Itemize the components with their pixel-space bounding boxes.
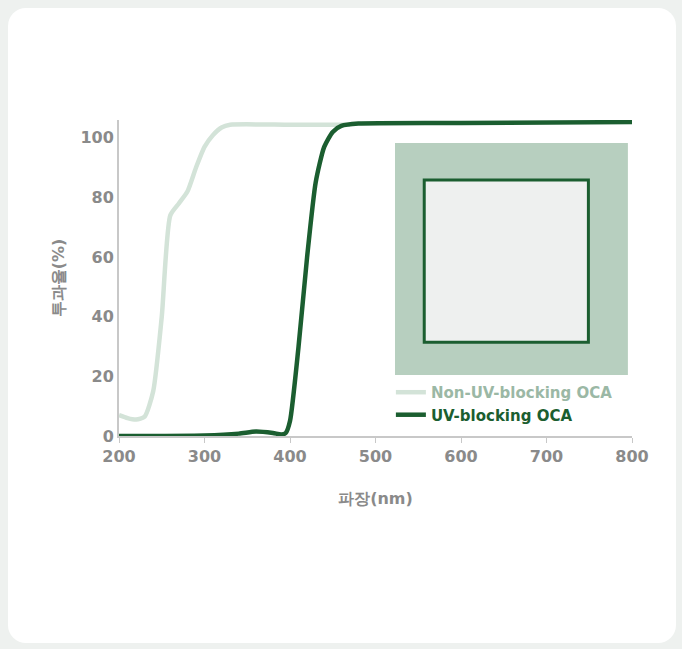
svg-text:0: 0 xyxy=(103,427,114,446)
svg-text:300: 300 xyxy=(188,447,221,466)
svg-text:700: 700 xyxy=(530,447,563,466)
svg-text:UV-blocking OCA: UV-blocking OCA xyxy=(431,407,573,425)
svg-text:투과율(%): 투과율(%) xyxy=(49,239,68,318)
svg-text:400: 400 xyxy=(273,447,306,466)
svg-text:20: 20 xyxy=(92,367,114,386)
svg-text:파장(nm): 파장(nm) xyxy=(338,489,413,508)
svg-text:60: 60 xyxy=(92,248,114,267)
svg-text:80: 80 xyxy=(92,188,114,207)
svg-text:200: 200 xyxy=(102,447,135,466)
svg-text:500: 500 xyxy=(359,447,392,466)
svg-text:800: 800 xyxy=(615,447,648,466)
svg-text:100: 100 xyxy=(80,128,113,147)
svg-text:Non-UV-blocking OCA: Non-UV-blocking OCA xyxy=(431,384,612,402)
svg-text:600: 600 xyxy=(444,447,477,466)
svg-text:40: 40 xyxy=(92,307,114,326)
